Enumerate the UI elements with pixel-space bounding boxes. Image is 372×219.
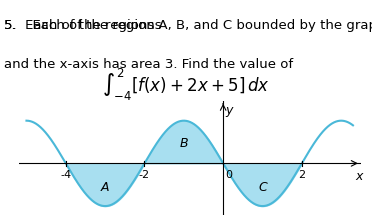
Text: x: x (355, 170, 363, 184)
Text: Each of the regions: Each of the regions (24, 19, 166, 32)
Text: 0: 0 (225, 170, 232, 180)
Text: and the x-axis has area 3. Find the value of: and the x-axis has area 3. Find the valu… (4, 58, 293, 71)
Text: 2: 2 (298, 170, 305, 180)
Text: y: y (225, 104, 233, 117)
Text: A: A (101, 181, 109, 194)
Text: 5.  Each of the regions A, B, and C bounded by the graph of f: 5. Each of the regions A, B, and C bound… (4, 19, 372, 32)
Text: B: B (180, 137, 188, 150)
Text: 5.: 5. (4, 19, 16, 32)
Text: C: C (258, 181, 267, 194)
Text: -4: -4 (60, 170, 71, 180)
Text: -2: -2 (139, 170, 150, 180)
Text: $\int_{-4}^{2}[f(x) + 2x + 5]\,dx$: $\int_{-4}^{2}[f(x) + 2x + 5]\,dx$ (102, 67, 270, 103)
